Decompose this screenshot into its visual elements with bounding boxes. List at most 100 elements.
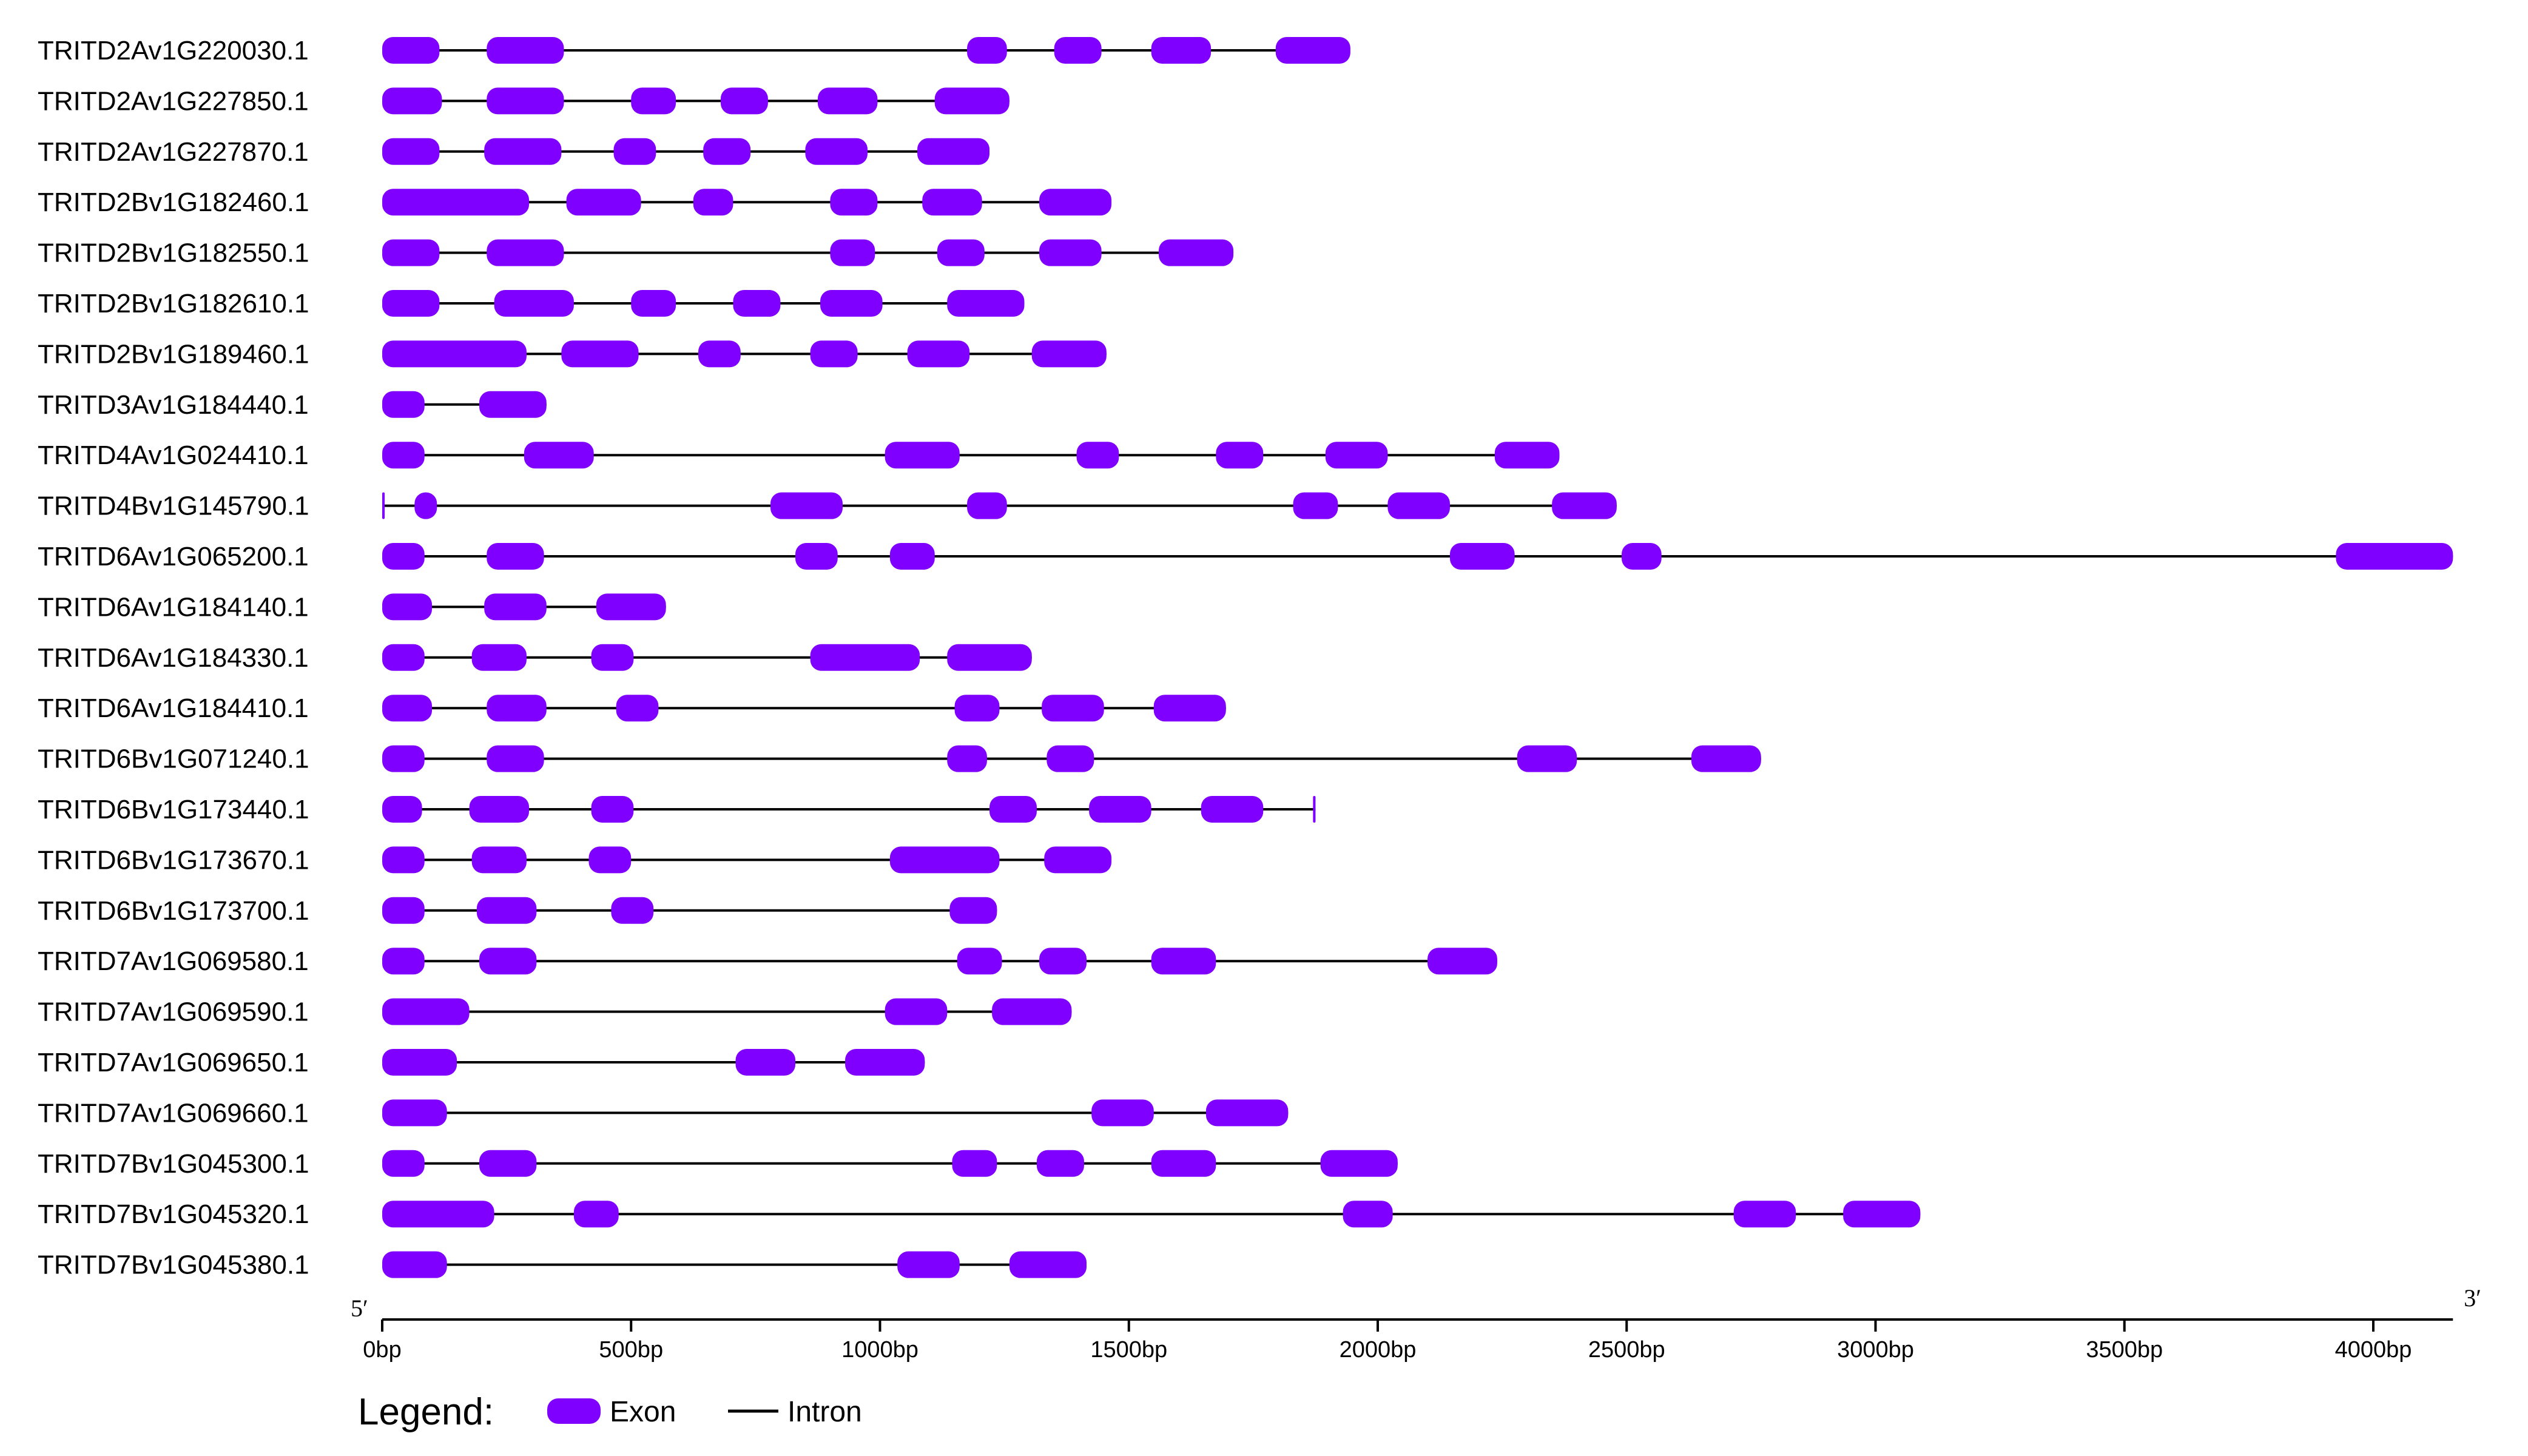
gene-row [382, 340, 1107, 368]
exon-block [817, 87, 878, 115]
gene-label: TRITD2Bv1G182460.1 [38, 187, 309, 217]
gene-row [382, 998, 1072, 1025]
exon-block [494, 290, 574, 317]
legend-intron-label: Intron [787, 1396, 862, 1428]
exon-block [795, 543, 838, 570]
exon-block [1313, 796, 1316, 823]
exon-block [1691, 745, 1761, 772]
gene-row [382, 442, 1560, 469]
gene-labels: TRITD2Av1G220030.1 TRITD2Av1G227850.1 TRIT… [38, 36, 309, 1280]
exon-block [487, 37, 564, 64]
exon-block [588, 846, 632, 874]
gene-row [382, 1099, 1289, 1127]
exon-block [591, 644, 634, 671]
gene-row [382, 897, 997, 924]
exon-block [382, 593, 433, 621]
exon-block [1047, 745, 1094, 772]
exon-block [631, 87, 676, 115]
gene-label: TRITD6Bv1G173700.1 [38, 896, 309, 926]
gene-label: TRITD7Av1G069580.1 [38, 946, 309, 976]
gene-row [382, 846, 1112, 874]
exon-block [1158, 239, 1234, 266]
exon-block [830, 239, 875, 266]
exon-block [947, 290, 1025, 317]
gene-label: TRITD2Av1G220030.1 [38, 36, 309, 66]
exon-block [735, 1049, 796, 1076]
gene-label: TRITD6Bv1G173440.1 [38, 795, 309, 824]
exon-block [382, 340, 527, 368]
exon-block [1039, 189, 1112, 216]
exon-block [596, 593, 666, 621]
exon-block [1076, 442, 1119, 469]
exon-block [1044, 846, 1112, 874]
exon-block [1089, 796, 1151, 823]
exon-block [949, 897, 997, 924]
exon-block [1843, 1201, 1921, 1228]
gene-label: TRITD2Bv1G182610.1 [38, 289, 309, 318]
exon-block [1275, 37, 1350, 64]
exon-block [1517, 745, 1577, 772]
gene-row [382, 239, 1234, 266]
exon-block [1320, 1150, 1398, 1177]
exon-block [1201, 796, 1264, 823]
exon-block [382, 998, 470, 1025]
exon-block [382, 948, 425, 975]
gene-label: TRITD7Av1G069590.1 [38, 997, 309, 1027]
exon-block [1449, 543, 1515, 570]
exon-block [1622, 543, 1662, 570]
exon-block [805, 138, 868, 165]
gene-row [382, 745, 1761, 772]
exon-block [469, 796, 530, 823]
exon-block [382, 1251, 447, 1278]
exon-block [487, 543, 544, 570]
axis-tick-label: 1500bp [1090, 1337, 1167, 1363]
exon-block [810, 340, 858, 368]
exon-block [613, 138, 656, 165]
legend-title: Legend: [358, 1391, 494, 1433]
gene-row [382, 290, 1025, 317]
gene-tracks [382, 37, 2453, 1278]
gene-label: TRITD7Bv1G045300.1 [38, 1149, 309, 1179]
exon-block [487, 745, 544, 772]
exon-block [382, 138, 440, 165]
gene-label: TRITD6Bv1G071240.1 [38, 744, 309, 774]
exon-block [382, 391, 425, 418]
exon-block [957, 948, 1002, 975]
exon-block [889, 543, 935, 570]
exon-block [947, 644, 1032, 671]
gene-row [382, 189, 1112, 216]
exon-block [382, 37, 440, 64]
axis-tick-label: 1000bp [841, 1337, 919, 1363]
exon-block [382, 745, 425, 772]
gene-row [382, 87, 1010, 115]
exon-block [382, 492, 385, 519]
exon-block [922, 189, 982, 216]
gene-row [382, 796, 1316, 823]
exon-block [382, 644, 425, 671]
gene-row [382, 1251, 1087, 1278]
gene-label: TRITD7Av1G069650.1 [38, 1048, 309, 1077]
gene-label: TRITD6Av1G184140.1 [38, 592, 309, 622]
exon-block [382, 290, 440, 317]
exon-block [382, 695, 433, 722]
exon-block [845, 1049, 925, 1076]
exon-block [885, 998, 948, 1025]
gene-row [382, 543, 2453, 570]
exon-block [720, 87, 768, 115]
exon-block [1009, 1251, 1087, 1278]
gene-label: TRITD7Bv1G045380.1 [38, 1250, 309, 1280]
exon-block [1031, 340, 1107, 368]
exon-block [885, 442, 960, 469]
bp-axis: 5′ 3′ 0bp 500bp 1000bp 1500bp 2000bp 2500bp 30… [351, 1284, 2481, 1363]
exon-block [487, 239, 564, 266]
gene-row [382, 644, 1032, 671]
exon-block [934, 87, 1010, 115]
exon-block [1153, 695, 1226, 722]
axis-tick-label: 500bp [599, 1337, 663, 1363]
gene-label: TRITD6Av1G184410.1 [38, 693, 309, 723]
exon-block [830, 189, 878, 216]
gene-label: TRITD6Av1G184330.1 [38, 643, 309, 673]
gene-row [382, 391, 547, 418]
exon-block [1036, 1150, 1084, 1177]
gene-row [382, 138, 990, 165]
